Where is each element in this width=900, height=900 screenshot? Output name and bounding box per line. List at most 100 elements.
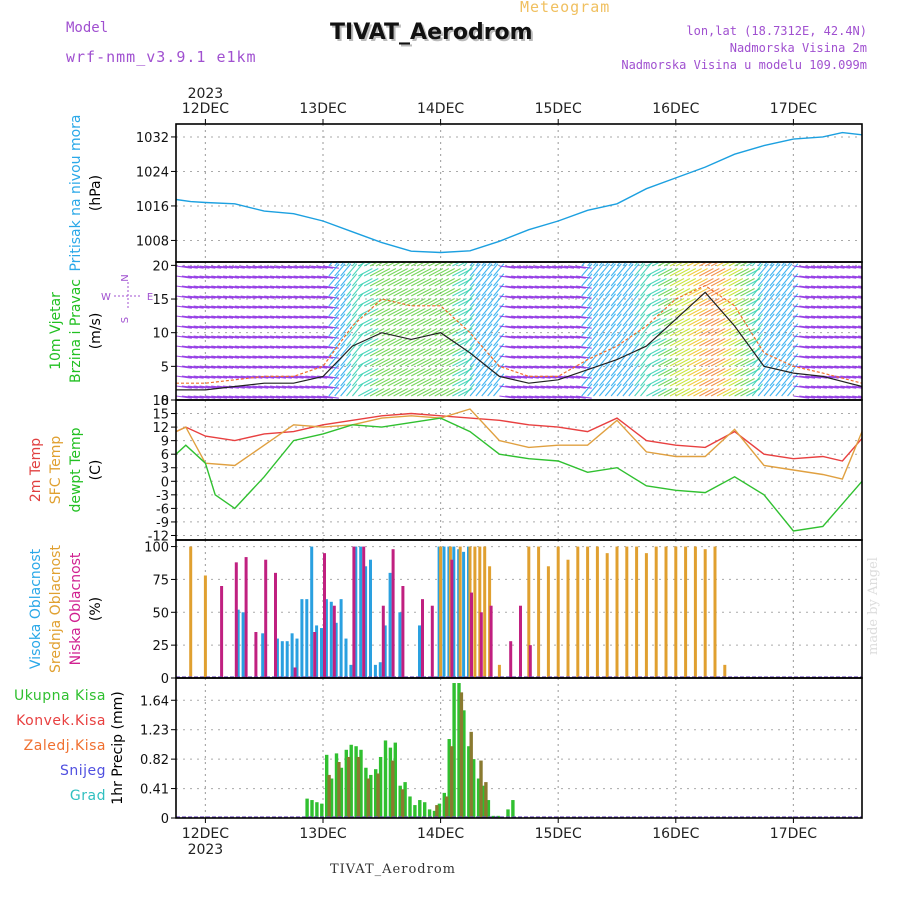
low-bar xyxy=(244,557,248,678)
wind-barb xyxy=(687,308,702,317)
wind-barb xyxy=(469,363,481,377)
wind-barb xyxy=(657,308,673,317)
wind-barb xyxy=(422,378,438,387)
wind-barb xyxy=(646,368,661,377)
mid-bar xyxy=(483,546,487,678)
wind-barb xyxy=(640,303,652,317)
wind-barb xyxy=(516,375,533,379)
wind-barb xyxy=(816,295,833,299)
wind-barb xyxy=(769,333,781,347)
wind-barb xyxy=(481,363,493,377)
wind-barb xyxy=(446,368,461,377)
wind-barb xyxy=(399,298,414,307)
wind-barb xyxy=(852,265,862,268)
wind-barb xyxy=(540,295,557,299)
wind-barb xyxy=(428,288,444,297)
wind-barb xyxy=(834,365,851,369)
wind-barb xyxy=(346,333,358,347)
wind-barb xyxy=(264,285,281,289)
wind-barb xyxy=(610,283,622,297)
wind-barb xyxy=(211,335,228,339)
wind-barbs xyxy=(176,262,862,399)
wind-barb xyxy=(340,313,352,327)
wind-barb xyxy=(751,293,763,307)
wind-barb xyxy=(834,275,851,279)
wind-barb xyxy=(375,298,391,307)
mid-bar xyxy=(635,546,639,678)
wind-barb xyxy=(375,368,391,377)
wind-barb xyxy=(569,285,586,289)
wind-barb xyxy=(258,315,275,319)
wind-barb xyxy=(428,268,444,277)
wind-barb xyxy=(810,275,827,279)
wind-barb xyxy=(181,295,198,299)
wind-barb xyxy=(217,355,234,359)
wind-barb xyxy=(405,318,420,327)
wind-barb xyxy=(581,323,593,337)
wind-barb xyxy=(416,378,432,387)
wind-barb xyxy=(816,315,833,319)
wind-barb xyxy=(534,285,551,289)
low-bar xyxy=(352,546,356,678)
wind-barb xyxy=(581,283,593,297)
meteogram-label: Meteogram xyxy=(520,0,611,16)
wind-barb xyxy=(722,278,738,287)
wind-barb xyxy=(246,375,263,379)
wind-barb xyxy=(852,375,862,378)
wind-barb xyxy=(593,303,605,317)
wind-barb xyxy=(710,328,726,337)
wind-barb xyxy=(281,395,298,399)
high-bar xyxy=(462,551,466,678)
wind-barb xyxy=(222,335,239,339)
wind-barb xyxy=(693,278,708,287)
wind-barb xyxy=(264,315,281,319)
wind-barb xyxy=(299,355,316,359)
y-tick-label: 1032 xyxy=(136,131,169,146)
wind-barb xyxy=(546,315,563,319)
wind-barb xyxy=(740,328,755,337)
wind-barb xyxy=(598,373,611,387)
wind-barb xyxy=(387,318,403,327)
wind-barb xyxy=(334,373,346,387)
wind-barb xyxy=(751,273,763,287)
high-bar xyxy=(236,609,240,678)
wind-barb xyxy=(552,335,569,339)
wind-barb xyxy=(787,293,799,307)
wind-barb xyxy=(469,383,481,397)
total-bar xyxy=(310,800,314,818)
wind-barb xyxy=(493,383,505,397)
wind-barb xyxy=(663,308,679,317)
wind-barb xyxy=(222,295,239,299)
wind-barb xyxy=(199,365,216,369)
wind-barb xyxy=(228,355,245,359)
wind-barb xyxy=(657,338,673,347)
wind-barb xyxy=(652,388,667,397)
wind-barb xyxy=(422,308,438,317)
wind-barb xyxy=(181,275,198,279)
wind-barb xyxy=(558,305,575,309)
wind-barb xyxy=(628,373,640,387)
wind-barb xyxy=(534,385,551,389)
wind-barb xyxy=(217,265,234,269)
wind-barb xyxy=(410,268,426,277)
wind-barb xyxy=(281,285,298,289)
wind-barb xyxy=(852,395,862,398)
wind-barb xyxy=(381,308,397,317)
high-bar xyxy=(329,601,333,678)
wind-barb xyxy=(699,388,714,397)
wind-barb xyxy=(628,333,640,347)
wind-barb xyxy=(434,328,450,337)
high-bar xyxy=(369,559,372,678)
wind-barb xyxy=(810,375,827,379)
wind-barb xyxy=(810,325,827,329)
mid-bar xyxy=(556,546,560,678)
wind-barb xyxy=(822,295,839,299)
dewpt-line xyxy=(175,417,863,532)
wind-barb xyxy=(657,298,673,307)
wind-barb xyxy=(657,288,673,297)
wind-barb xyxy=(681,348,697,357)
wind-barb xyxy=(176,335,192,339)
mid-bar xyxy=(473,546,477,678)
wind-barb xyxy=(393,308,408,317)
